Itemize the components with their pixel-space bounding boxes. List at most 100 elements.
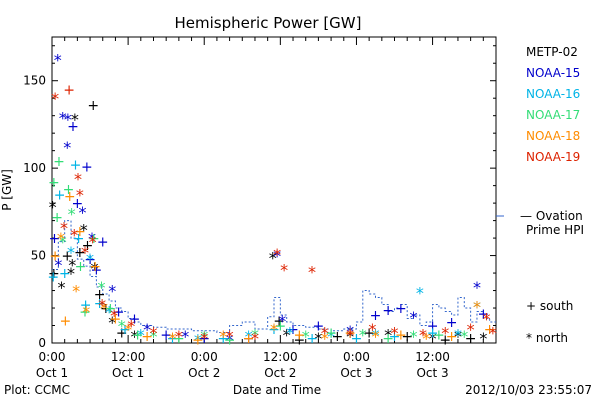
data-point: * — [54, 255, 62, 274]
data-point: + — [465, 331, 477, 347]
data-point: + — [370, 308, 382, 324]
data-point: + — [129, 312, 141, 328]
data-point: + — [243, 331, 255, 347]
data-point: * — [71, 110, 79, 129]
data-point: + — [53, 154, 65, 170]
data-point: + — [74, 245, 86, 261]
data-point: + — [88, 231, 100, 247]
data-point: * — [482, 310, 490, 329]
data-point: + — [446, 329, 458, 345]
data-point: + — [54, 187, 66, 203]
data-point: * — [169, 329, 177, 348]
legend-entry: METP-02 — [526, 45, 578, 59]
ovation-prime-hpi-line — [52, 220, 496, 334]
data-point: + — [73, 231, 85, 247]
data-point: + — [63, 82, 75, 98]
data-points: *+*+**+*+*++*+ *+**+* + * + * + * + * + * + *+****++*… — [47, 51, 496, 350]
data-point: * — [49, 198, 57, 217]
data-point: * — [110, 306, 118, 325]
x-tick-label-date: Oct 2 — [188, 366, 220, 380]
plot-credit: Plot: CCMC — [4, 383, 70, 397]
data-point: + — [401, 329, 413, 345]
data-point: * — [429, 329, 437, 348]
data-point: + — [192, 333, 204, 349]
data-point: * — [130, 327, 138, 346]
data-point: * — [473, 297, 481, 316]
data-point: * — [410, 327, 418, 346]
data-point: + — [100, 301, 112, 317]
data-point: * — [82, 303, 90, 322]
data-point: * — [175, 327, 183, 346]
x-tick-label-time: 0:00 — [343, 350, 370, 364]
data-point: * — [251, 329, 259, 348]
data-point: * — [321, 329, 329, 348]
data-point: + — [59, 266, 71, 282]
y-tick-label: 150 — [23, 74, 46, 88]
data-point: * — [473, 297, 481, 316]
data-point: * — [67, 264, 75, 283]
data-point: * — [78, 203, 86, 222]
data-point: + — [119, 322, 131, 338]
data-point: * — [278, 311, 286, 330]
data-point: * — [143, 320, 151, 339]
data-point: + — [91, 263, 103, 279]
data-point: * — [105, 303, 113, 322]
data-point: * — [63, 138, 71, 157]
data-point: + — [49, 231, 61, 247]
data-point: * — [51, 89, 59, 108]
data-point: * — [181, 327, 189, 346]
data-point: + — [224, 333, 236, 349]
data-point: + — [433, 327, 445, 343]
data-point: + — [167, 331, 179, 347]
data-point: + — [363, 326, 375, 342]
legend-entry: NOAA-19 — [526, 150, 580, 164]
data-point: * — [441, 324, 449, 343]
data-point: + — [351, 331, 363, 347]
data-point: + — [141, 329, 153, 345]
south-symbol-legend: + south — [526, 299, 573, 313]
data-point: * — [194, 331, 202, 350]
data-point: + — [198, 331, 210, 347]
x-tick-label-date: Oct 2 — [264, 366, 296, 380]
ovation-legend-label-line1: — Ovation — [520, 209, 583, 223]
data-point: * — [86, 250, 94, 269]
data-point: + — [61, 249, 73, 265]
data-point: + — [173, 331, 185, 347]
data-point: * — [460, 327, 468, 346]
data-point: + — [294, 333, 306, 349]
data-point: + — [63, 182, 75, 198]
north-symbol-legend: * north — [526, 331, 568, 345]
data-point: * — [68, 205, 76, 224]
data-point: * — [245, 327, 253, 346]
data-point: * — [124, 320, 132, 339]
ovation-legend-label-line2: Prime HPI — [526, 223, 584, 237]
data-point: * — [76, 185, 84, 204]
data-point: + — [427, 319, 439, 335]
data-point: * — [314, 329, 322, 348]
data-point: + — [132, 327, 144, 343]
x-tick-label-time: 12:00 — [263, 350, 298, 364]
data-point: * — [74, 170, 82, 189]
data-point: * — [219, 327, 227, 346]
x-tick-label-date: Oct 3 — [416, 366, 448, 380]
data-point: + — [484, 322, 496, 338]
data-point: + — [344, 326, 356, 342]
data-point: * — [489, 324, 497, 343]
data-point: * — [149, 324, 157, 343]
data-point: * — [280, 261, 288, 280]
data-point: * — [302, 327, 310, 346]
data-point: + — [49, 249, 61, 265]
data-point: * — [89, 233, 97, 252]
data-point: + — [306, 331, 318, 347]
data-point: * — [59, 108, 67, 127]
data-point: + — [116, 326, 128, 342]
data-point: + — [294, 327, 306, 343]
data-point: * — [54, 51, 62, 70]
data-point: + — [87, 98, 99, 114]
x-tick-label-time: 0:00 — [39, 350, 66, 364]
data-point: * — [72, 282, 80, 301]
data-point: * — [308, 262, 316, 281]
data-point: + — [389, 329, 401, 345]
data-point: + — [72, 196, 84, 212]
data-point: * — [226, 331, 234, 350]
